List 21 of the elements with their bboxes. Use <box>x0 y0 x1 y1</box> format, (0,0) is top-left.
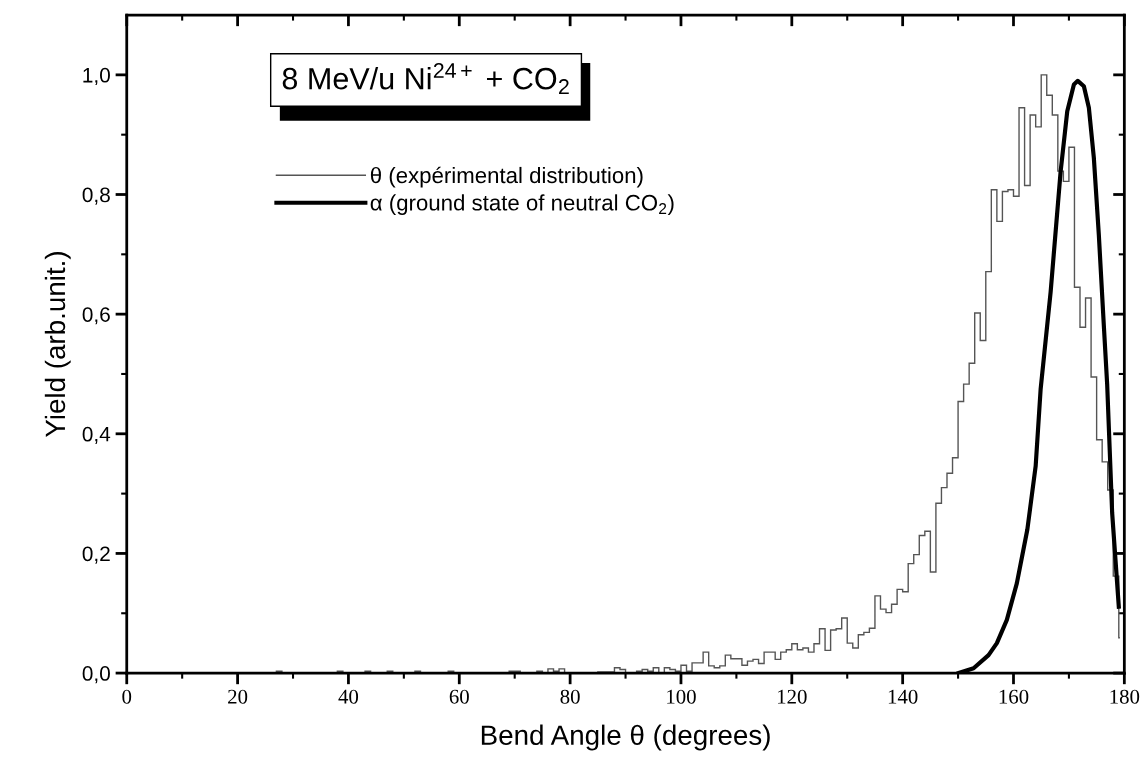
x-tick-label: 0 <box>122 689 132 704</box>
x-tick-label: 60 <box>449 689 469 704</box>
y-tick-label: 0,4 <box>82 426 111 445</box>
y-tick-label: 0,6 <box>82 307 110 325</box>
y-tick-label: 0,8 <box>82 187 110 205</box>
x-tick-label: 80 <box>560 689 580 704</box>
x-tick-label: 140 <box>888 689 918 704</box>
x-tick-label: 120 <box>778 689 807 704</box>
y-tick-label: 1,0 <box>83 67 110 86</box>
x-axis-title: Bend Angle θ (degrees) <box>481 724 770 751</box>
x-tick-label: 40 <box>338 689 359 704</box>
y-tick-label: 0,0 <box>82 666 110 684</box>
y-axis-title: Yield (arb.unit.) <box>44 252 71 438</box>
text: 8 MeV/u Ni$^{24+}$ + CO$_{2}$ <box>282 62 569 95</box>
x-tick-label: 180 <box>1110 689 1140 704</box>
legend-label: θ (expérimental distribution) <box>370 166 643 188</box>
x-tick-label: 100 <box>667 689 696 704</box>
x-tick-label: 160 <box>999 689 1029 704</box>
legend-label: α (ground state of neutral CO$_{2}$) <box>370 194 674 215</box>
x-tick-label: 20 <box>228 689 248 704</box>
y-tick-label: 0,2 <box>82 546 110 564</box>
